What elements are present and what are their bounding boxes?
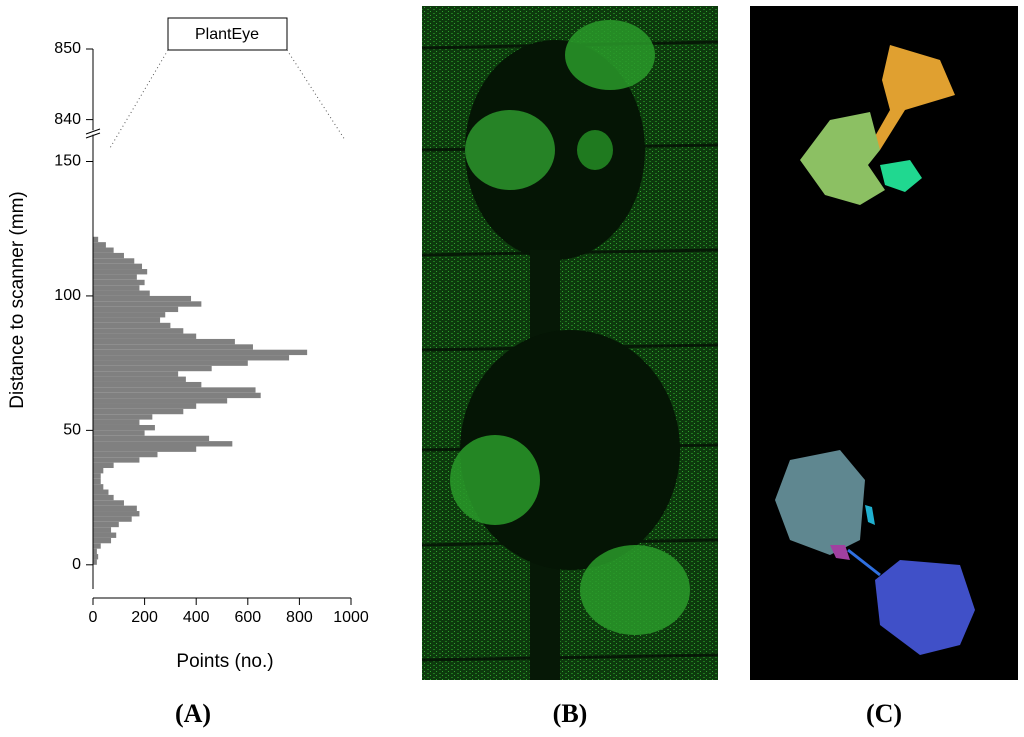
segmentation-image xyxy=(750,6,1018,680)
bar xyxy=(93,473,101,479)
x-tick-label: 0 xyxy=(89,609,98,626)
bar xyxy=(93,333,197,339)
bar xyxy=(93,403,197,409)
bar xyxy=(93,258,135,264)
y-tick-label: 100 xyxy=(54,287,81,304)
bar xyxy=(93,537,112,544)
bar xyxy=(93,322,171,329)
bar xyxy=(93,349,308,356)
bar xyxy=(93,441,233,447)
bar xyxy=(93,505,137,512)
bar xyxy=(93,414,153,420)
bar xyxy=(93,236,99,243)
bar xyxy=(93,338,235,345)
bar xyxy=(93,355,290,361)
bar xyxy=(93,446,197,452)
bar xyxy=(93,247,114,253)
annotation-leader xyxy=(286,49,346,141)
x-tick-label: 600 xyxy=(234,609,261,626)
bar xyxy=(93,511,140,517)
scan-image xyxy=(421,6,719,680)
panel-label: (A) xyxy=(175,699,211,728)
bar xyxy=(93,376,186,382)
bar xyxy=(93,462,114,469)
bar xyxy=(93,398,228,404)
y-tick-label: 150 xyxy=(54,153,81,170)
x-axis-label: Points (no.) xyxy=(176,651,273,672)
bar xyxy=(93,424,155,431)
bar xyxy=(93,489,109,495)
bar xyxy=(93,371,179,377)
bar xyxy=(93,328,184,334)
bar xyxy=(93,451,158,458)
bar xyxy=(93,290,150,296)
bar xyxy=(93,500,124,506)
bar xyxy=(93,306,179,313)
bar xyxy=(93,478,101,485)
bar xyxy=(93,387,256,393)
bar xyxy=(93,521,119,528)
y-tick-label: 0 xyxy=(72,556,81,573)
bar xyxy=(93,468,104,474)
bar xyxy=(93,242,106,248)
bar xyxy=(93,344,253,350)
bar xyxy=(93,301,202,307)
panel-label: (B) xyxy=(553,699,588,728)
bar xyxy=(93,484,104,490)
bar xyxy=(93,527,112,533)
annotation-leader xyxy=(109,49,169,149)
bar xyxy=(93,317,161,323)
bar xyxy=(93,252,124,259)
bar xyxy=(93,263,143,270)
bar xyxy=(93,365,212,372)
axis-break xyxy=(85,128,101,135)
bar xyxy=(93,419,140,425)
bar xyxy=(93,408,184,415)
x-tick-label: 800 xyxy=(286,609,313,626)
bar xyxy=(93,559,97,565)
panel-label: (C) xyxy=(866,699,902,728)
bar xyxy=(93,543,101,549)
bar xyxy=(93,285,140,291)
bar xyxy=(93,532,117,538)
annotation: PlantEye xyxy=(195,26,259,43)
x-tick-label: 1000 xyxy=(333,609,369,626)
bar xyxy=(93,554,99,560)
bar xyxy=(93,312,166,318)
bar xyxy=(93,494,114,501)
annotation-box xyxy=(167,17,288,51)
bar xyxy=(93,274,137,280)
bar xyxy=(93,295,192,302)
bar xyxy=(93,457,140,463)
bar xyxy=(93,279,145,286)
bar xyxy=(93,516,132,522)
y-axis-label: Distance to scanner (mm) xyxy=(7,191,28,409)
bar xyxy=(93,381,202,388)
bar xyxy=(93,392,261,399)
bar xyxy=(93,269,148,275)
y-tick-label: 850 xyxy=(54,40,81,57)
bar xyxy=(93,430,145,436)
x-tick-label: 200 xyxy=(131,609,158,626)
bar xyxy=(93,435,210,442)
bar xyxy=(93,360,248,366)
bar xyxy=(93,548,97,555)
x-tick-label: 400 xyxy=(183,609,210,626)
y-tick-label: 840 xyxy=(54,111,81,128)
y-tick-label: 50 xyxy=(63,422,81,439)
